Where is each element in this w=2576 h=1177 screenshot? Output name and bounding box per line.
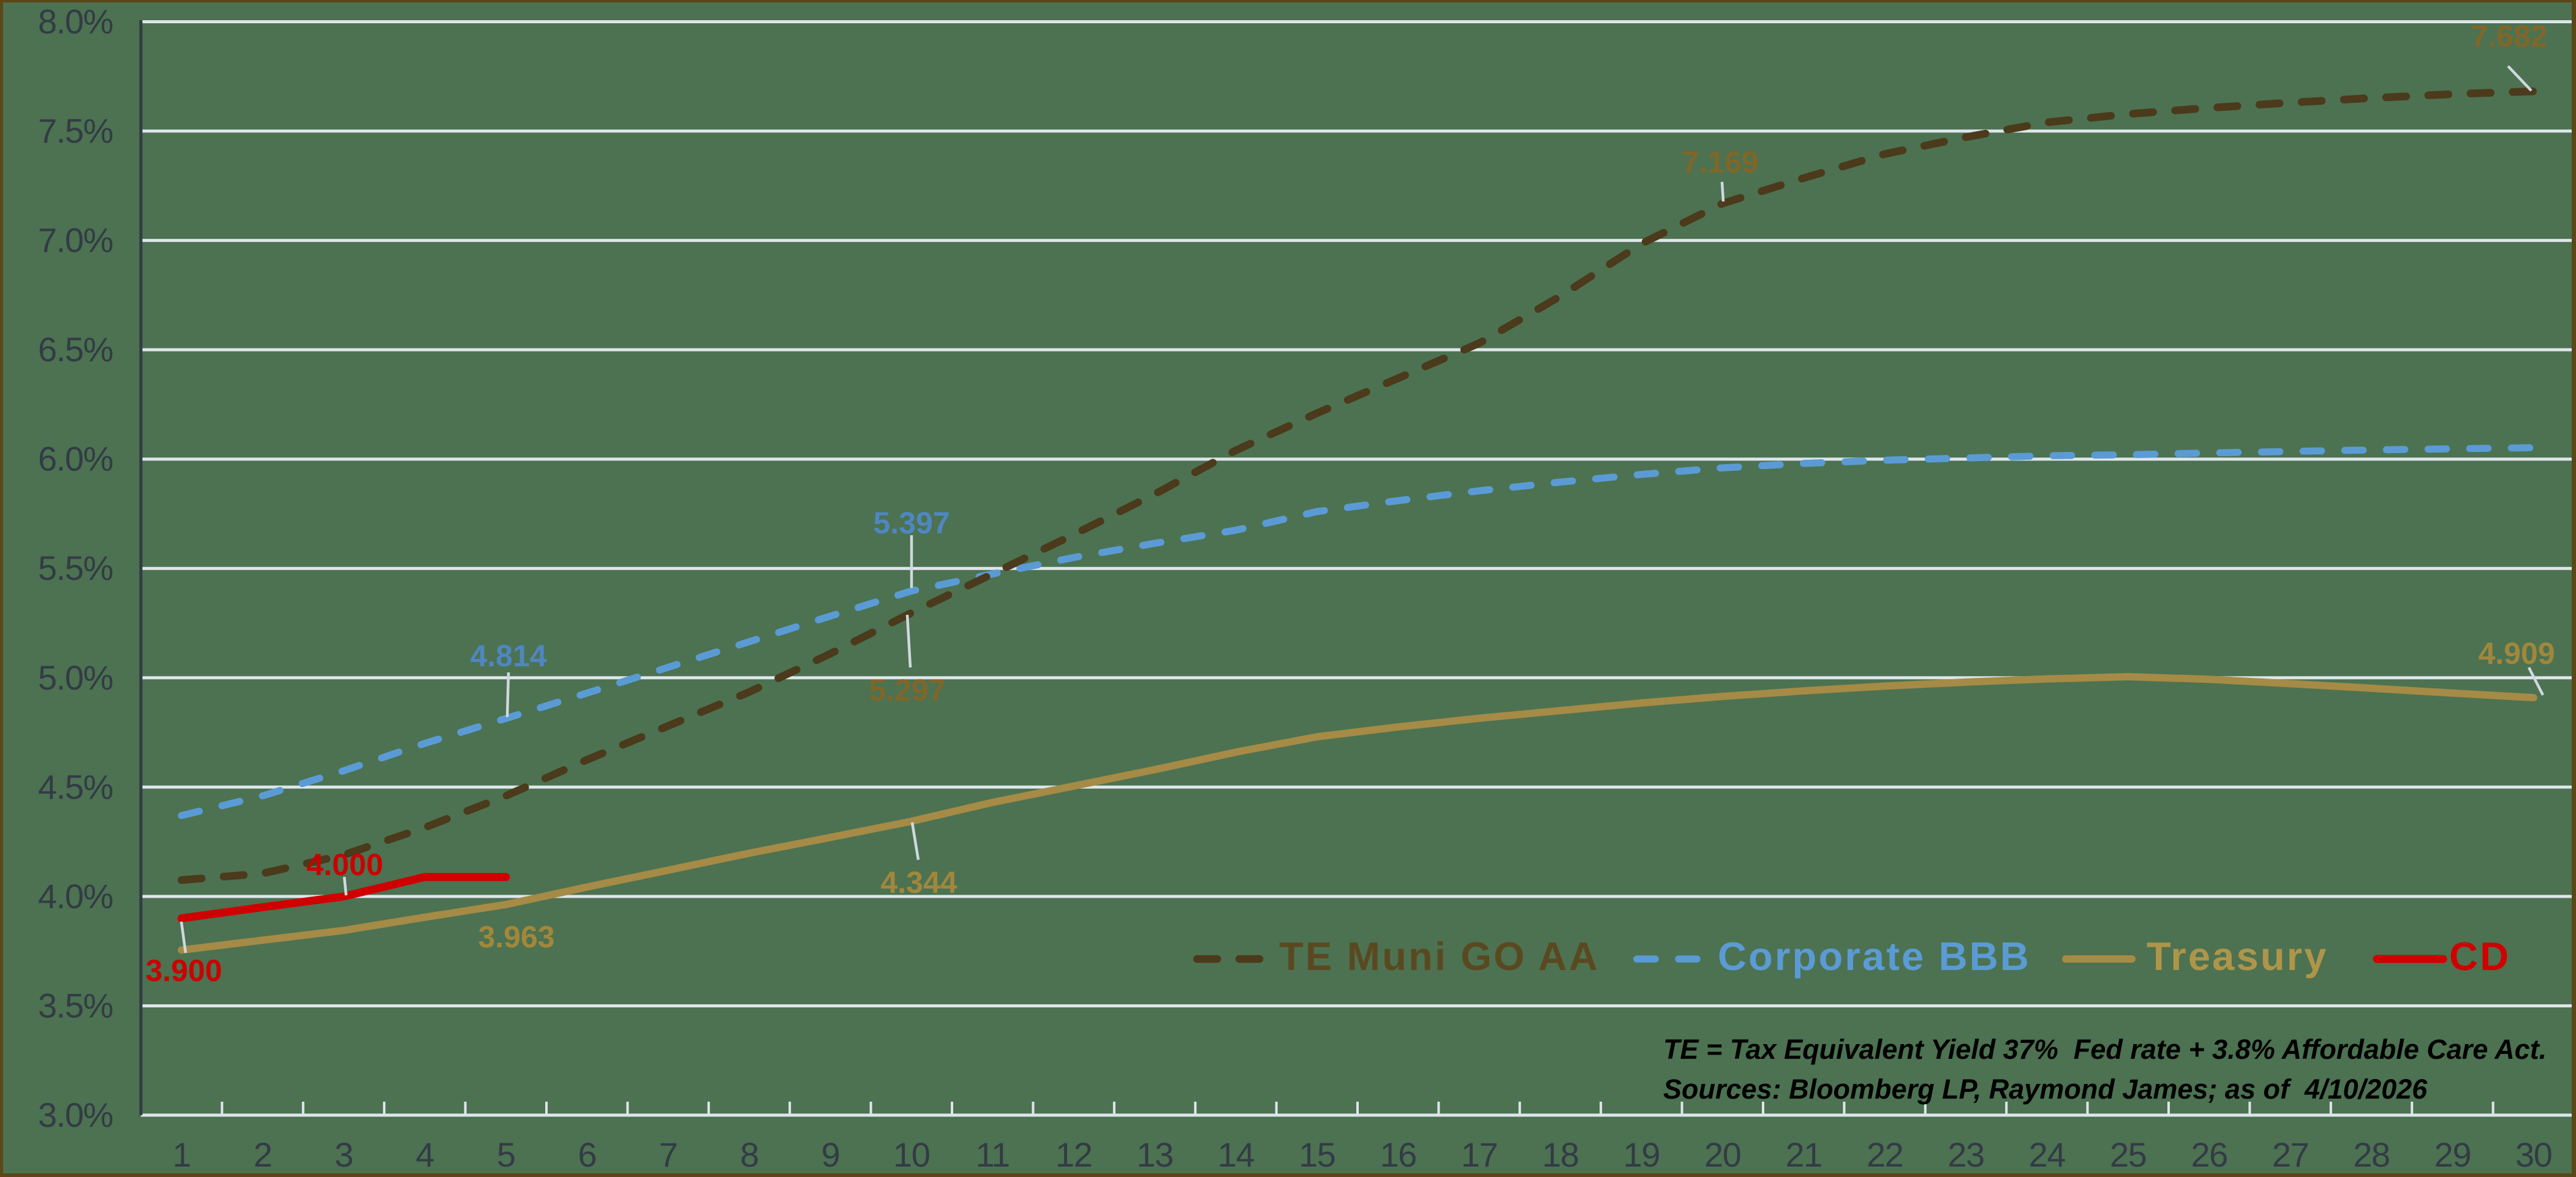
svg-text:TE = Tax Equivalent Yield 37%: TE = Tax Equivalent Yield 37% Fed rate +…: [1663, 1034, 2547, 1065]
svg-text:15: 15: [1299, 1135, 1335, 1174]
svg-text:11: 11: [976, 1135, 1010, 1174]
svg-text:5.397: 5.397: [873, 506, 950, 540]
svg-text:8: 8: [740, 1135, 758, 1174]
svg-text:29: 29: [2434, 1135, 2471, 1174]
svg-text:8.0%: 8.0%: [38, 2, 113, 41]
svg-text:4: 4: [416, 1135, 434, 1174]
svg-text:27: 27: [2272, 1135, 2309, 1174]
svg-text:1: 1: [172, 1135, 191, 1174]
svg-text:5.5%: 5.5%: [38, 549, 113, 587]
svg-text:4.000: 4.000: [306, 848, 383, 882]
svg-text:5.0%: 5.0%: [38, 658, 113, 697]
svg-text:12: 12: [1056, 1135, 1092, 1174]
svg-text:TE Muni GO AA: TE Muni GO AA: [1279, 934, 1600, 979]
svg-text:4.814: 4.814: [470, 639, 546, 673]
svg-text:16: 16: [1380, 1135, 1416, 1174]
svg-text:6.0%: 6.0%: [38, 440, 113, 478]
svg-text:3.900: 3.900: [145, 953, 222, 988]
svg-text:2: 2: [254, 1135, 272, 1174]
svg-text:Corporate BBB: Corporate BBB: [1718, 934, 2031, 979]
svg-text:4.909: 4.909: [2478, 636, 2555, 671]
svg-text:26: 26: [2191, 1135, 2227, 1174]
svg-text:6.5%: 6.5%: [38, 330, 113, 369]
svg-text:4.0%: 4.0%: [38, 877, 113, 916]
svg-text:14: 14: [1218, 1135, 1255, 1174]
svg-text:4.344: 4.344: [880, 865, 957, 900]
svg-text:3.0%: 3.0%: [38, 1096, 113, 1134]
svg-text:17: 17: [1461, 1135, 1498, 1174]
svg-text:9: 9: [822, 1135, 840, 1174]
svg-text:4.5%: 4.5%: [38, 767, 113, 806]
svg-text:13: 13: [1136, 1135, 1173, 1174]
svg-text:10: 10: [893, 1135, 930, 1174]
svg-text:23: 23: [1947, 1135, 1984, 1174]
svg-text:22: 22: [1867, 1135, 1903, 1174]
svg-text:5: 5: [497, 1135, 515, 1174]
svg-text:7.682: 7.682: [2471, 19, 2547, 53]
svg-text:18: 18: [1542, 1135, 1579, 1174]
svg-text:Sources: Bloomberg LP, Raymond: Sources: Bloomberg LP, Raymond James; as…: [1663, 1074, 2428, 1105]
svg-text:3.5%: 3.5%: [38, 987, 113, 1025]
svg-text:6: 6: [578, 1135, 596, 1174]
svg-text:28: 28: [2353, 1135, 2390, 1174]
svg-text:21: 21: [1785, 1135, 1822, 1174]
svg-text:5.297: 5.297: [869, 673, 945, 707]
svg-text:3.963: 3.963: [478, 920, 554, 954]
svg-text:30: 30: [2515, 1135, 2552, 1174]
svg-text:7.0%: 7.0%: [38, 221, 113, 260]
svg-text:Treasury: Treasury: [2147, 934, 2329, 979]
svg-text:7.5%: 7.5%: [38, 111, 113, 150]
svg-text:CD: CD: [2449, 934, 2510, 979]
svg-text:20: 20: [1704, 1135, 1741, 1174]
svg-text:19: 19: [1623, 1135, 1660, 1174]
svg-text:25: 25: [2110, 1135, 2147, 1174]
svg-text:24: 24: [2029, 1135, 2066, 1174]
svg-text:3: 3: [334, 1135, 353, 1174]
svg-text:7.169: 7.169: [1682, 145, 1758, 179]
svg-text:7: 7: [659, 1135, 678, 1174]
